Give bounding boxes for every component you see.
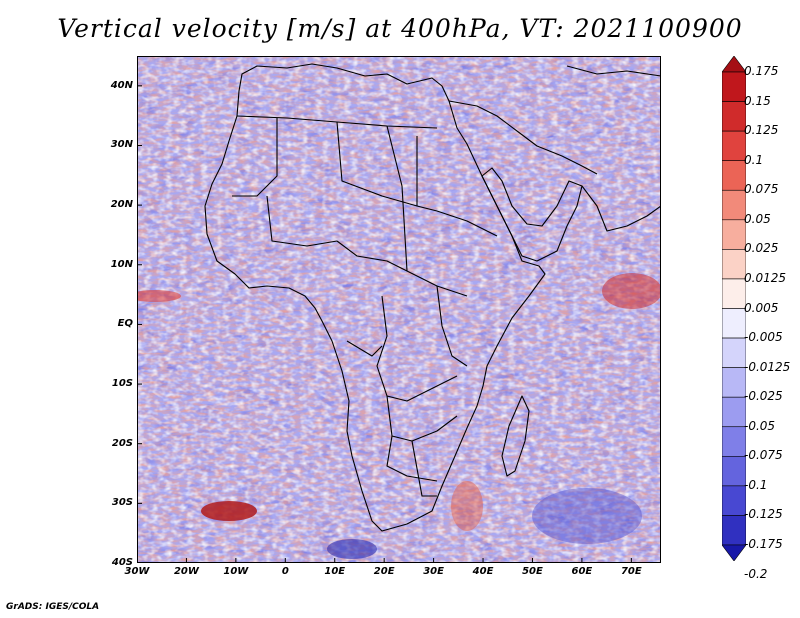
colorbar-label: -0.005 xyxy=(744,330,783,345)
lat-label: 30N xyxy=(110,139,133,151)
lat-label: EQ xyxy=(117,318,133,330)
grads-credit: GrADS: IGES/COLA xyxy=(6,602,100,612)
lon-label: 10W xyxy=(223,566,249,577)
colorbar-label: -0.1 xyxy=(744,477,768,492)
colorbar-cell xyxy=(722,278,746,309)
colorbar-label: -0.175 xyxy=(744,537,783,551)
ascent-arabian-sea xyxy=(602,273,661,309)
lon-label: 30W xyxy=(124,566,150,577)
lon-label: 70E xyxy=(620,566,642,577)
colorbar-label: 0.1 xyxy=(744,152,764,167)
ascent-itcz-west xyxy=(137,290,181,302)
colorbar-label: 0.075 xyxy=(744,182,779,197)
lon-label: 30E xyxy=(423,566,444,577)
colorbar-label: 0.005 xyxy=(744,300,779,315)
lon-label: 40E xyxy=(472,566,494,577)
lat-label: 30S xyxy=(111,497,133,509)
grid-frame xyxy=(137,56,661,563)
colorbar-cell xyxy=(722,544,746,561)
colorbar-cell xyxy=(722,71,746,102)
colorbar xyxy=(722,56,746,561)
colorbar-cell xyxy=(722,367,746,398)
colorbar-cell xyxy=(722,426,746,457)
vertical-velocity-map xyxy=(137,56,661,563)
colorbar-cell xyxy=(722,308,746,339)
map-title: Vertical velocity [m/s] at 400hPa, VT: 2… xyxy=(57,14,743,43)
colorbar-cell xyxy=(722,396,746,428)
colorbar-cell xyxy=(722,219,746,250)
colorbar-label: -0.075 xyxy=(744,448,783,463)
colorbar-label: -0.025 xyxy=(744,389,783,404)
colorbar-label: -0.0125 xyxy=(744,359,791,374)
descent-south-atlantic xyxy=(327,539,377,559)
colorbar-label: -0.125 xyxy=(744,507,783,522)
colorbar-label: -0.05 xyxy=(744,418,776,433)
descent-south-indian-ocean xyxy=(532,488,642,544)
colorbar-cell xyxy=(722,515,746,546)
lon-label: 0 xyxy=(281,566,289,577)
lon-label: 20E xyxy=(373,566,395,577)
colorbar-cell xyxy=(722,56,746,73)
colorbar-label: -0.2 xyxy=(744,566,768,581)
colorbar-label: 0.05 xyxy=(744,211,771,226)
colorbar-cell xyxy=(722,485,746,516)
lon-label: 20W xyxy=(173,566,199,577)
colorbar-label: 0.175 xyxy=(744,64,779,78)
lon-label: 10E xyxy=(324,566,346,577)
colorbar-label: 0.125 xyxy=(744,123,779,138)
colorbar-cell xyxy=(722,130,746,161)
lon-label: 60E xyxy=(571,566,593,577)
axis-ticks xyxy=(137,85,632,563)
colorbar-label: 0.025 xyxy=(744,241,779,256)
field-neutral-texture xyxy=(137,56,661,563)
lat-label: 10S xyxy=(111,378,133,390)
colorbar-cell xyxy=(722,160,746,191)
colorbar-cell xyxy=(722,249,746,280)
lat-label: 40N xyxy=(110,79,133,91)
colorbar-cell xyxy=(722,337,746,368)
colorbar-cell xyxy=(722,101,746,132)
lat-label: 20S xyxy=(111,437,133,449)
colorbar-cell xyxy=(722,456,746,487)
lat-label: 20N xyxy=(110,199,133,211)
colorbar-cell xyxy=(722,189,746,221)
ascent-mozambique-channel xyxy=(451,481,483,531)
lat-label: 10N xyxy=(110,258,133,270)
strong-ascent-south-atlantic xyxy=(201,501,257,521)
colorbar-label: 0.15 xyxy=(744,93,771,108)
lon-label: 50E xyxy=(522,566,543,577)
lat-label: 40S xyxy=(111,557,133,568)
colorbar-label: 0.0125 xyxy=(744,270,786,285)
coastlines-and-borders xyxy=(204,63,661,532)
